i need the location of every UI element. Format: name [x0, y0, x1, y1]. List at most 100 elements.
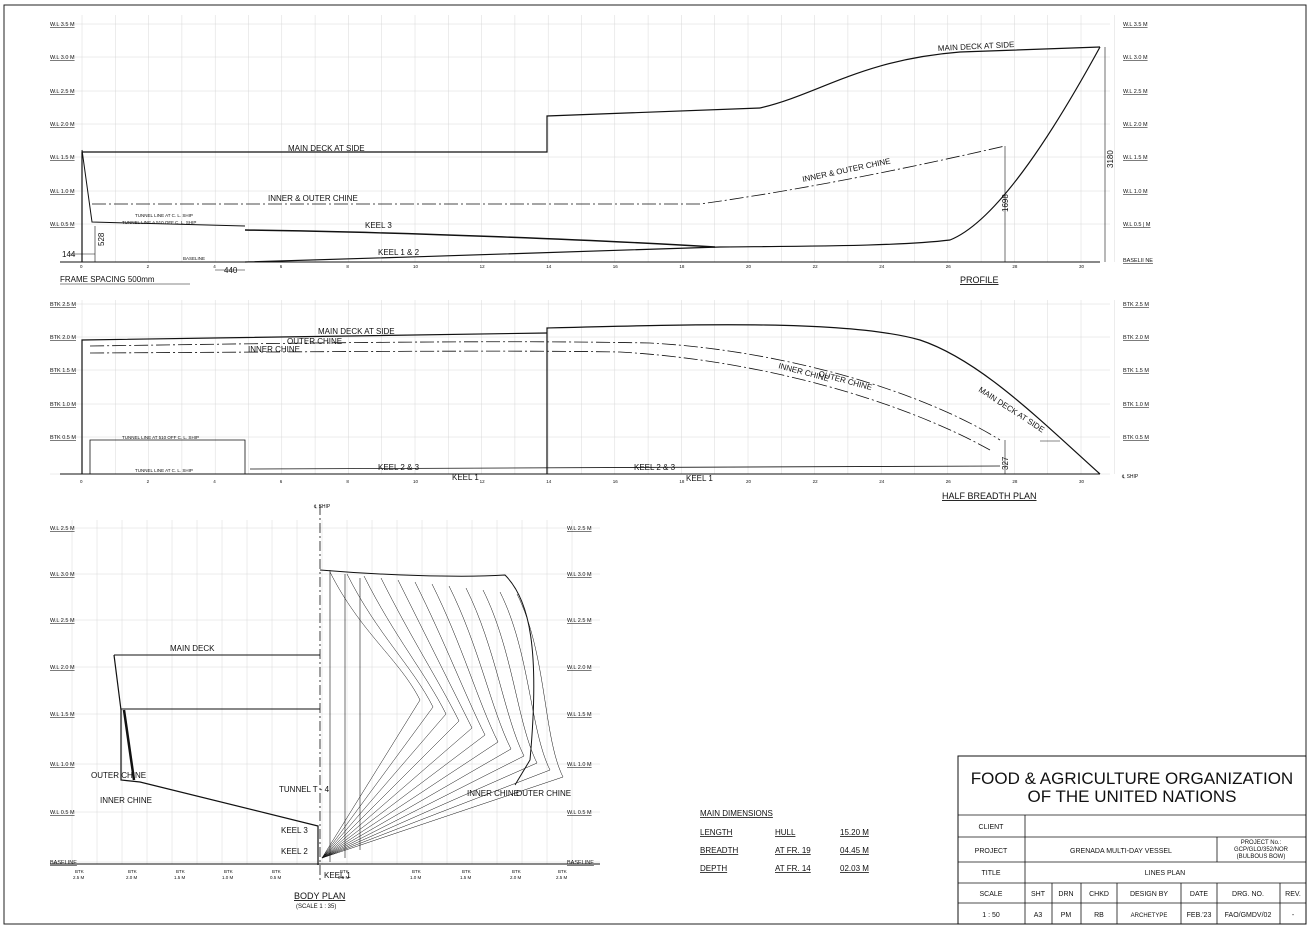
hb-main-deck-label-bow: MAIN DECK AT SIDE	[977, 385, 1046, 434]
bp-wl-label-right: W.L 2.5 M	[567, 526, 592, 532]
project-no-2: GCP/GLO/352/NOR	[1234, 847, 1289, 853]
bp-section-line	[321, 583, 499, 859]
frame-number: 30	[1079, 264, 1085, 269]
tb-header-cell: REV.	[1285, 891, 1301, 898]
client-label: CLIENT	[979, 824, 1005, 831]
btk-label-right: BTK 2.0 M	[1123, 335, 1149, 341]
bp-wl-label-left: BASELINE	[50, 860, 77, 866]
sheet-border	[3, 4, 1307, 925]
frame-number: 12	[480, 264, 486, 269]
hb-tunnel-510-label: TUNNEL LINE AT 510 OFF C. L. SHIP	[122, 435, 199, 440]
hb-outer-chine	[89, 341, 1001, 441]
profile-main-deck-label: MAIN DECK AT SIDE	[288, 144, 365, 153]
half-breadth-grid	[50, 300, 1115, 475]
profile-title: PROFILE	[960, 275, 999, 285]
title-block	[957, 755, 1307, 925]
tb-header-cell: DATE	[1190, 891, 1208, 898]
bp-wl-label-right: W.L 2.0 M	[567, 665, 592, 671]
btk-label-right: BTK 2.5 M	[1123, 302, 1149, 308]
frame-number: 6	[280, 479, 283, 484]
bp-cl-ship: ℄ SHIP	[313, 504, 331, 510]
tb-value-cell: RB	[1094, 912, 1104, 919]
bp-section-line	[321, 573, 434, 859]
bp-wl-label-left: W.L 1.0 M	[50, 762, 75, 768]
profile-stem-keel	[244, 46, 1101, 263]
frame-number: 2	[147, 264, 150, 269]
main-dim-name: LENGTH	[700, 828, 733, 837]
hb-main-deck	[81, 332, 548, 474]
frame-number: 8	[346, 264, 349, 269]
frame-number: 20	[746, 264, 752, 269]
frame-number: 28	[1012, 264, 1018, 269]
wl-label-right: W.L 1.0 M	[1123, 189, 1148, 195]
bp-btk-label: BTK	[224, 869, 233, 874]
bp-section-line	[321, 571, 421, 859]
frame-number: 26	[946, 479, 952, 484]
hb-keel-23	[249, 465, 1001, 470]
tb-header-cell: DESIGN BY	[1130, 891, 1168, 898]
frame-number: 10	[413, 264, 419, 269]
hb-keel1-label: KEEL 1	[452, 473, 479, 482]
profile-chine	[92, 145, 1006, 205]
btk-label-left: BTK 2.5 M	[50, 302, 76, 308]
bp-aft-section	[113, 654, 319, 865]
hb-main-deck-label: MAIN DECK AT SIDE	[318, 327, 395, 336]
btk-label-right: BTK 1.0 M	[1123, 402, 1149, 408]
bp-btk-label: BTK	[75, 869, 84, 874]
btk-label-left: BTK 1.5 M	[50, 368, 76, 374]
dim-528: 528	[97, 232, 106, 246]
main-dim-value: 04.45 M	[840, 846, 869, 855]
title-label: TITLE	[981, 870, 1000, 877]
profile-grid	[50, 15, 1115, 262]
wl-label-right: W.L 2.5 M	[1123, 89, 1148, 95]
btk-label-left: BTK 0.5 M	[50, 435, 76, 441]
dim-144: 144	[62, 250, 76, 259]
frame-number: 10	[413, 479, 419, 484]
profile-keel-3	[244, 229, 716, 248]
half-breadth-frame-numbers: 0 2 4 6 8 10 12 14 16 18 20 22 24 26 28 30	[80, 479, 1085, 484]
bp-wl-label-right: W.L 3.0 M	[567, 572, 592, 578]
bp-wl-label-right: W.L 1.0 M	[567, 762, 592, 768]
bp-section-line	[321, 577, 460, 859]
bp-tunnel-label: TUNNEL T - 4	[279, 785, 330, 794]
bp-btk-label: BTK	[128, 869, 137, 874]
profile-keel3-label: KEEL 3	[365, 221, 392, 230]
hb-keel23-label-2: KEEL 2 & 3	[634, 463, 676, 472]
dim-440: 440	[224, 266, 238, 275]
frame-number: 4	[213, 479, 216, 484]
bp-keel3-label: KEEL 3	[281, 826, 308, 835]
bp-wl-label-right: BASELINE	[567, 860, 594, 866]
main-dim-value: 15.20 M	[840, 828, 869, 837]
bp-section-line	[321, 585, 512, 859]
main-dim-at: HULL	[775, 828, 796, 837]
profile-tunnel-line	[81, 149, 246, 227]
bp-wl-label-left: W.L 2.5 M	[50, 526, 75, 532]
bp-wl-label-left: W.L 2.0 M	[50, 665, 75, 671]
bp-outer-chine-label: OUTER CHINE	[91, 771, 146, 780]
frame-number: 2	[147, 479, 150, 484]
title-value: LINES PLAN	[1145, 870, 1185, 877]
title-block-headers: SCALE SHT DRN CHKD DESIGN BY DATE DRG. NO. REV.	[980, 891, 1301, 898]
profile-main-deck-bow	[759, 46, 1101, 109]
tb-header-cell: SHT	[1031, 891, 1046, 898]
hb-cl-ship: ℄ SHIP	[1121, 474, 1139, 480]
frame-number: 6	[280, 264, 283, 269]
bp-inner-chine-r: INNER CHINE	[467, 789, 519, 798]
bp-section-line	[321, 579, 473, 859]
main-dim-value: 02.03 M	[840, 864, 869, 873]
tb-value-cell: FEB.'23	[1187, 912, 1212, 919]
hb-inner-chine-label: INNER CHINE	[248, 345, 300, 354]
btk-label-right: BTK 1.5 M	[1123, 368, 1149, 374]
body-plan-title: BODY PLAN	[294, 891, 345, 901]
half-breadth-btk-labels-right: BTK 2.5 M BTK 2.0 M BTK 1.5 M BTK 1.0 M BTK …	[1123, 302, 1149, 441]
bp-section-line	[321, 593, 564, 859]
wl-label-right: W.L 3.0 M	[1123, 55, 1148, 61]
frame-number: 28	[1012, 479, 1018, 484]
frame-number: 22	[813, 264, 819, 269]
frame-number: 16	[613, 479, 619, 484]
dim-3180: 3180	[1106, 150, 1115, 168]
bp-wl-label-right: W.L 1.5 M	[567, 712, 592, 718]
wl-label-right: W.L 1.5 M	[1123, 155, 1148, 161]
main-dim-at: AT FR. 14	[775, 864, 811, 873]
